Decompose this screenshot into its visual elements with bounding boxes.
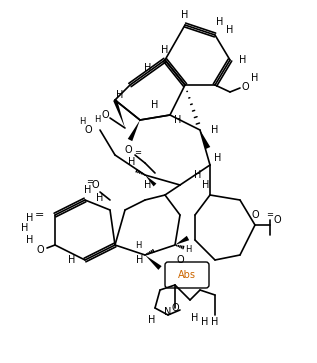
Text: H: H xyxy=(26,213,34,223)
Text: O: O xyxy=(101,110,109,120)
Polygon shape xyxy=(145,255,162,270)
Text: H: H xyxy=(116,90,124,100)
Text: H: H xyxy=(135,241,141,249)
Text: H: H xyxy=(211,125,219,135)
Text: O: O xyxy=(36,245,44,255)
Text: H: H xyxy=(174,115,182,125)
Text: H: H xyxy=(148,315,156,325)
Text: H: H xyxy=(144,180,152,190)
Text: O: O xyxy=(124,145,132,155)
Text: =: = xyxy=(35,210,45,220)
Text: H: H xyxy=(79,118,85,126)
Text: Abs: Abs xyxy=(178,270,196,280)
Text: H: H xyxy=(201,317,209,327)
Text: H: H xyxy=(21,223,29,233)
Text: O: O xyxy=(84,125,92,135)
Text: H: H xyxy=(128,157,136,167)
Text: =: = xyxy=(134,148,141,158)
Text: H: H xyxy=(216,17,224,27)
Text: H: H xyxy=(185,245,191,254)
Text: H: H xyxy=(214,153,222,163)
Text: O: O xyxy=(251,210,259,220)
Text: =: = xyxy=(87,178,94,187)
Text: O: O xyxy=(176,255,184,265)
Text: H: H xyxy=(94,115,100,125)
Text: H: H xyxy=(191,313,199,323)
Text: O: O xyxy=(91,180,99,190)
Text: H: H xyxy=(161,45,169,55)
Text: H: H xyxy=(239,55,247,65)
Text: O: O xyxy=(241,82,249,92)
Polygon shape xyxy=(113,99,125,128)
Text: N: N xyxy=(164,307,172,317)
Text: =: = xyxy=(267,211,274,220)
Text: H: H xyxy=(226,25,234,35)
Text: H: H xyxy=(144,63,152,73)
Polygon shape xyxy=(145,175,156,187)
Polygon shape xyxy=(200,130,210,149)
Polygon shape xyxy=(128,120,140,141)
Text: H: H xyxy=(68,255,76,265)
Text: H: H xyxy=(194,170,202,180)
Text: H: H xyxy=(26,235,34,245)
Text: O: O xyxy=(171,303,179,313)
FancyBboxPatch shape xyxy=(165,262,209,288)
Text: H: H xyxy=(211,317,219,327)
Text: H: H xyxy=(181,10,189,20)
Text: H: H xyxy=(251,73,259,83)
Text: H: H xyxy=(151,100,159,110)
Text: O: O xyxy=(273,215,281,225)
Text: H: H xyxy=(96,193,104,203)
Text: H: H xyxy=(202,180,210,190)
Text: H: H xyxy=(136,255,144,265)
Polygon shape xyxy=(175,236,189,245)
Text: H: H xyxy=(84,185,92,195)
